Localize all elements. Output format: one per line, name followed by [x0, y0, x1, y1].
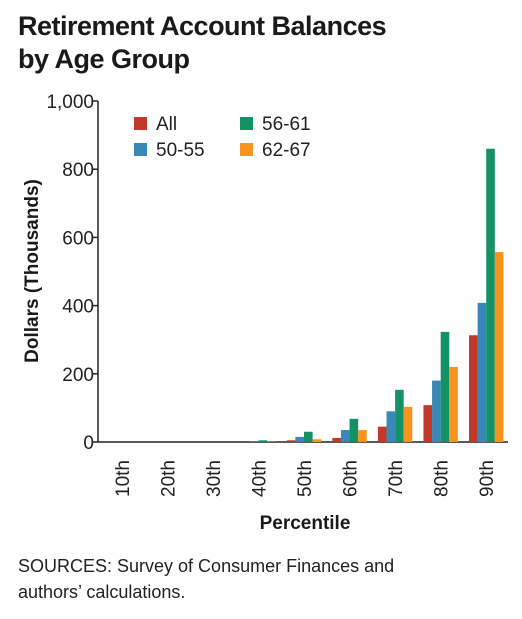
sources-line-1: SOURCES: Survey of Consumer Finances and: [18, 556, 395, 576]
bar-all-60th: [332, 437, 341, 442]
y-tick-label: 800: [62, 160, 94, 181]
bar-50-55-90th: [477, 302, 487, 442]
bar-62-67-90th: [494, 252, 504, 442]
bar-all-80th: [423, 405, 433, 442]
bar-62-67-80th: [449, 366, 458, 442]
legend-label-56-61: 56-61: [262, 114, 311, 135]
bar-50-55-70th: [386, 411, 396, 442]
sources-note: SOURCES: Survey of Consumer Finances and…: [18, 553, 498, 605]
chart-title-line-1: Retirement Account Balances: [18, 11, 387, 41]
legend-swatch-all: [134, 117, 147, 130]
bar-56-61-50th: [304, 431, 313, 442]
bar-62-67-50th: [312, 439, 322, 442]
bar-56-61-60th: [349, 418, 359, 442]
legend-label-50-55: 50-55: [156, 140, 205, 161]
x-tick-label: 30th: [204, 460, 225, 497]
x-tick-label: 40th: [249, 460, 270, 497]
bar-56-61-70th: [395, 389, 404, 442]
chart-title: Retirement Account Balances by Age Group: [18, 10, 498, 76]
x-tick-label: 10th: [113, 460, 134, 497]
x-tick-label: 90th: [477, 460, 498, 497]
sources-line-2: authors’ calculations.: [18, 582, 186, 602]
bar-50-55-50th: [295, 436, 304, 442]
x-tick-label: 50th: [295, 460, 316, 497]
x-tick-label: 60th: [341, 460, 362, 497]
legend-label-62-67: 62-67: [262, 140, 311, 161]
bar-50-55-60th: [340, 430, 350, 442]
bar-56-61-80th: [440, 331, 450, 442]
y-tick-label: 200: [62, 365, 94, 386]
legend-label-all: All: [156, 114, 177, 135]
legend-swatch-56-61: [240, 117, 253, 130]
bar-all-50th: [286, 440, 296, 442]
x-tick-label: 70th: [386, 460, 407, 497]
bar-62-67-60th: [358, 430, 367, 442]
bar-62-67-70th: [403, 406, 413, 442]
x-axis-title: Percentile: [260, 513, 351, 534]
bar-50-55-80th: [432, 380, 441, 442]
y-tick-label: 1,000: [46, 92, 94, 113]
bar-all-90th: [469, 335, 478, 442]
y-tick-label: 600: [62, 228, 94, 249]
bar-56-61-90th: [486, 148, 495, 443]
bar-56-61-40th: [258, 440, 268, 442]
legend-swatch-62-67: [240, 143, 253, 156]
x-tick-label: 20th: [158, 460, 179, 497]
bar-all-70th: [377, 426, 387, 442]
y-tick-label: 0: [83, 433, 94, 454]
y-tick-label: 400: [62, 297, 94, 318]
y-axis-title: Dollars (Thousands): [22, 179, 43, 363]
legend-swatch-50-55: [134, 143, 147, 156]
chart-title-line-2: by Age Group: [18, 44, 190, 74]
x-tick-label: 80th: [432, 460, 453, 497]
